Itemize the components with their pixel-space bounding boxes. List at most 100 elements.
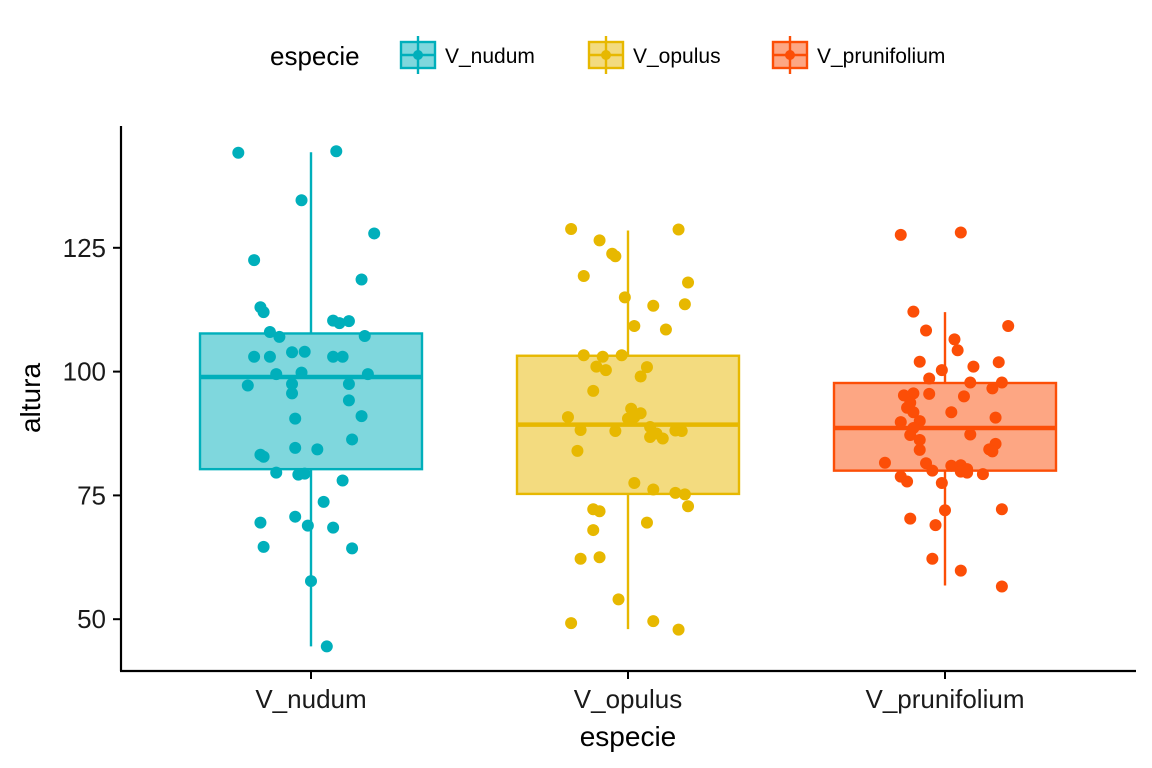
data-point	[590, 360, 603, 373]
legend-label: V_opulus	[633, 45, 721, 68]
y-tick-label: 50	[77, 604, 106, 634]
data-point	[935, 364, 948, 377]
data-point	[678, 298, 691, 311]
data-point	[593, 505, 606, 518]
data-point	[682, 276, 695, 289]
data-point	[644, 430, 657, 443]
data-point	[298, 345, 311, 358]
data-point	[907, 387, 920, 400]
data-point	[596, 350, 609, 363]
data-point	[951, 344, 964, 357]
data-point	[615, 349, 628, 362]
data-point	[295, 366, 308, 379]
data-point	[368, 227, 381, 240]
data-point	[926, 464, 939, 477]
data-point	[254, 516, 267, 529]
x-tick-label: V_opulus	[574, 684, 682, 714]
data-point	[342, 377, 355, 390]
legend-key-point	[413, 50, 423, 60]
data-point	[995, 376, 1008, 389]
data-point	[248, 254, 261, 267]
data-point	[565, 617, 578, 630]
data-point	[609, 425, 622, 438]
y-axis-title: altura	[15, 363, 46, 433]
points-V_prunifolium	[878, 226, 1015, 593]
data-point	[571, 444, 584, 457]
box-V_opulus	[515, 230, 741, 630]
data-point	[678, 488, 691, 501]
data-point	[232, 146, 245, 159]
data-point	[640, 361, 653, 374]
data-point	[647, 615, 660, 628]
data-point	[989, 411, 1002, 424]
box-V_prunifolium	[832, 312, 1058, 586]
data-point	[561, 411, 574, 424]
data-point	[675, 425, 688, 438]
data-point	[628, 477, 641, 490]
data-point	[270, 368, 283, 381]
data-point	[647, 483, 660, 496]
data-point	[954, 564, 967, 577]
data-point	[672, 223, 685, 236]
data-point	[577, 349, 590, 362]
data-point	[894, 228, 907, 241]
legend-item-V_opulus: V_opulus	[587, 36, 721, 74]
data-point	[358, 329, 371, 342]
y-tick-label: 125	[63, 233, 106, 263]
data-point	[298, 467, 311, 480]
data-point	[257, 450, 270, 463]
axes: 50 75 100 125 V_nudum V_opulus V_prunifolium	[63, 126, 1136, 714]
y-tick-label: 100	[63, 357, 106, 387]
data-point	[961, 466, 974, 479]
data-point	[907, 406, 920, 419]
legend-key-point	[601, 50, 611, 60]
box-iqr	[198, 332, 424, 471]
legend: especie V_nudum V_opulus V_prunifolium	[270, 36, 945, 74]
y-tick-label: 75	[77, 480, 106, 510]
data-point	[336, 350, 349, 363]
data-point	[672, 623, 685, 636]
data-point	[945, 406, 958, 419]
data-point	[926, 552, 939, 565]
data-point	[346, 433, 359, 446]
data-point	[599, 364, 612, 377]
data-point	[593, 234, 606, 247]
data-point	[913, 355, 926, 368]
legend-item-V_nudum: V_nudum	[399, 36, 535, 74]
data-point	[878, 456, 891, 469]
data-point	[920, 324, 933, 337]
data-point	[327, 521, 340, 534]
data-point	[320, 640, 333, 653]
data-point	[659, 323, 672, 336]
x-axis-title: especie	[580, 721, 677, 752]
data-point	[682, 500, 695, 513]
data-point	[609, 250, 622, 263]
data-point	[628, 411, 641, 424]
legend-label: V_prunifolium	[817, 45, 945, 68]
data-point	[640, 516, 653, 529]
data-point	[634, 370, 647, 383]
boxes-layer	[198, 152, 1058, 647]
data-point	[904, 512, 917, 525]
data-point	[342, 394, 355, 407]
data-point	[913, 433, 926, 446]
data-point	[263, 350, 276, 363]
data-point	[301, 519, 314, 532]
data-point	[355, 410, 368, 423]
data-point	[967, 360, 980, 373]
data-point	[904, 428, 917, 441]
data-point	[929, 519, 942, 532]
data-point	[1002, 320, 1015, 333]
data-point	[923, 387, 936, 400]
data-point	[587, 524, 600, 537]
data-point	[286, 346, 299, 359]
x-tick-label: V_nudum	[255, 684, 366, 714]
data-point	[986, 445, 999, 458]
data-point	[577, 270, 590, 283]
data-point	[593, 551, 606, 564]
data-point	[948, 333, 961, 346]
data-point	[907, 305, 920, 318]
data-point	[894, 416, 907, 429]
data-point	[241, 379, 254, 392]
